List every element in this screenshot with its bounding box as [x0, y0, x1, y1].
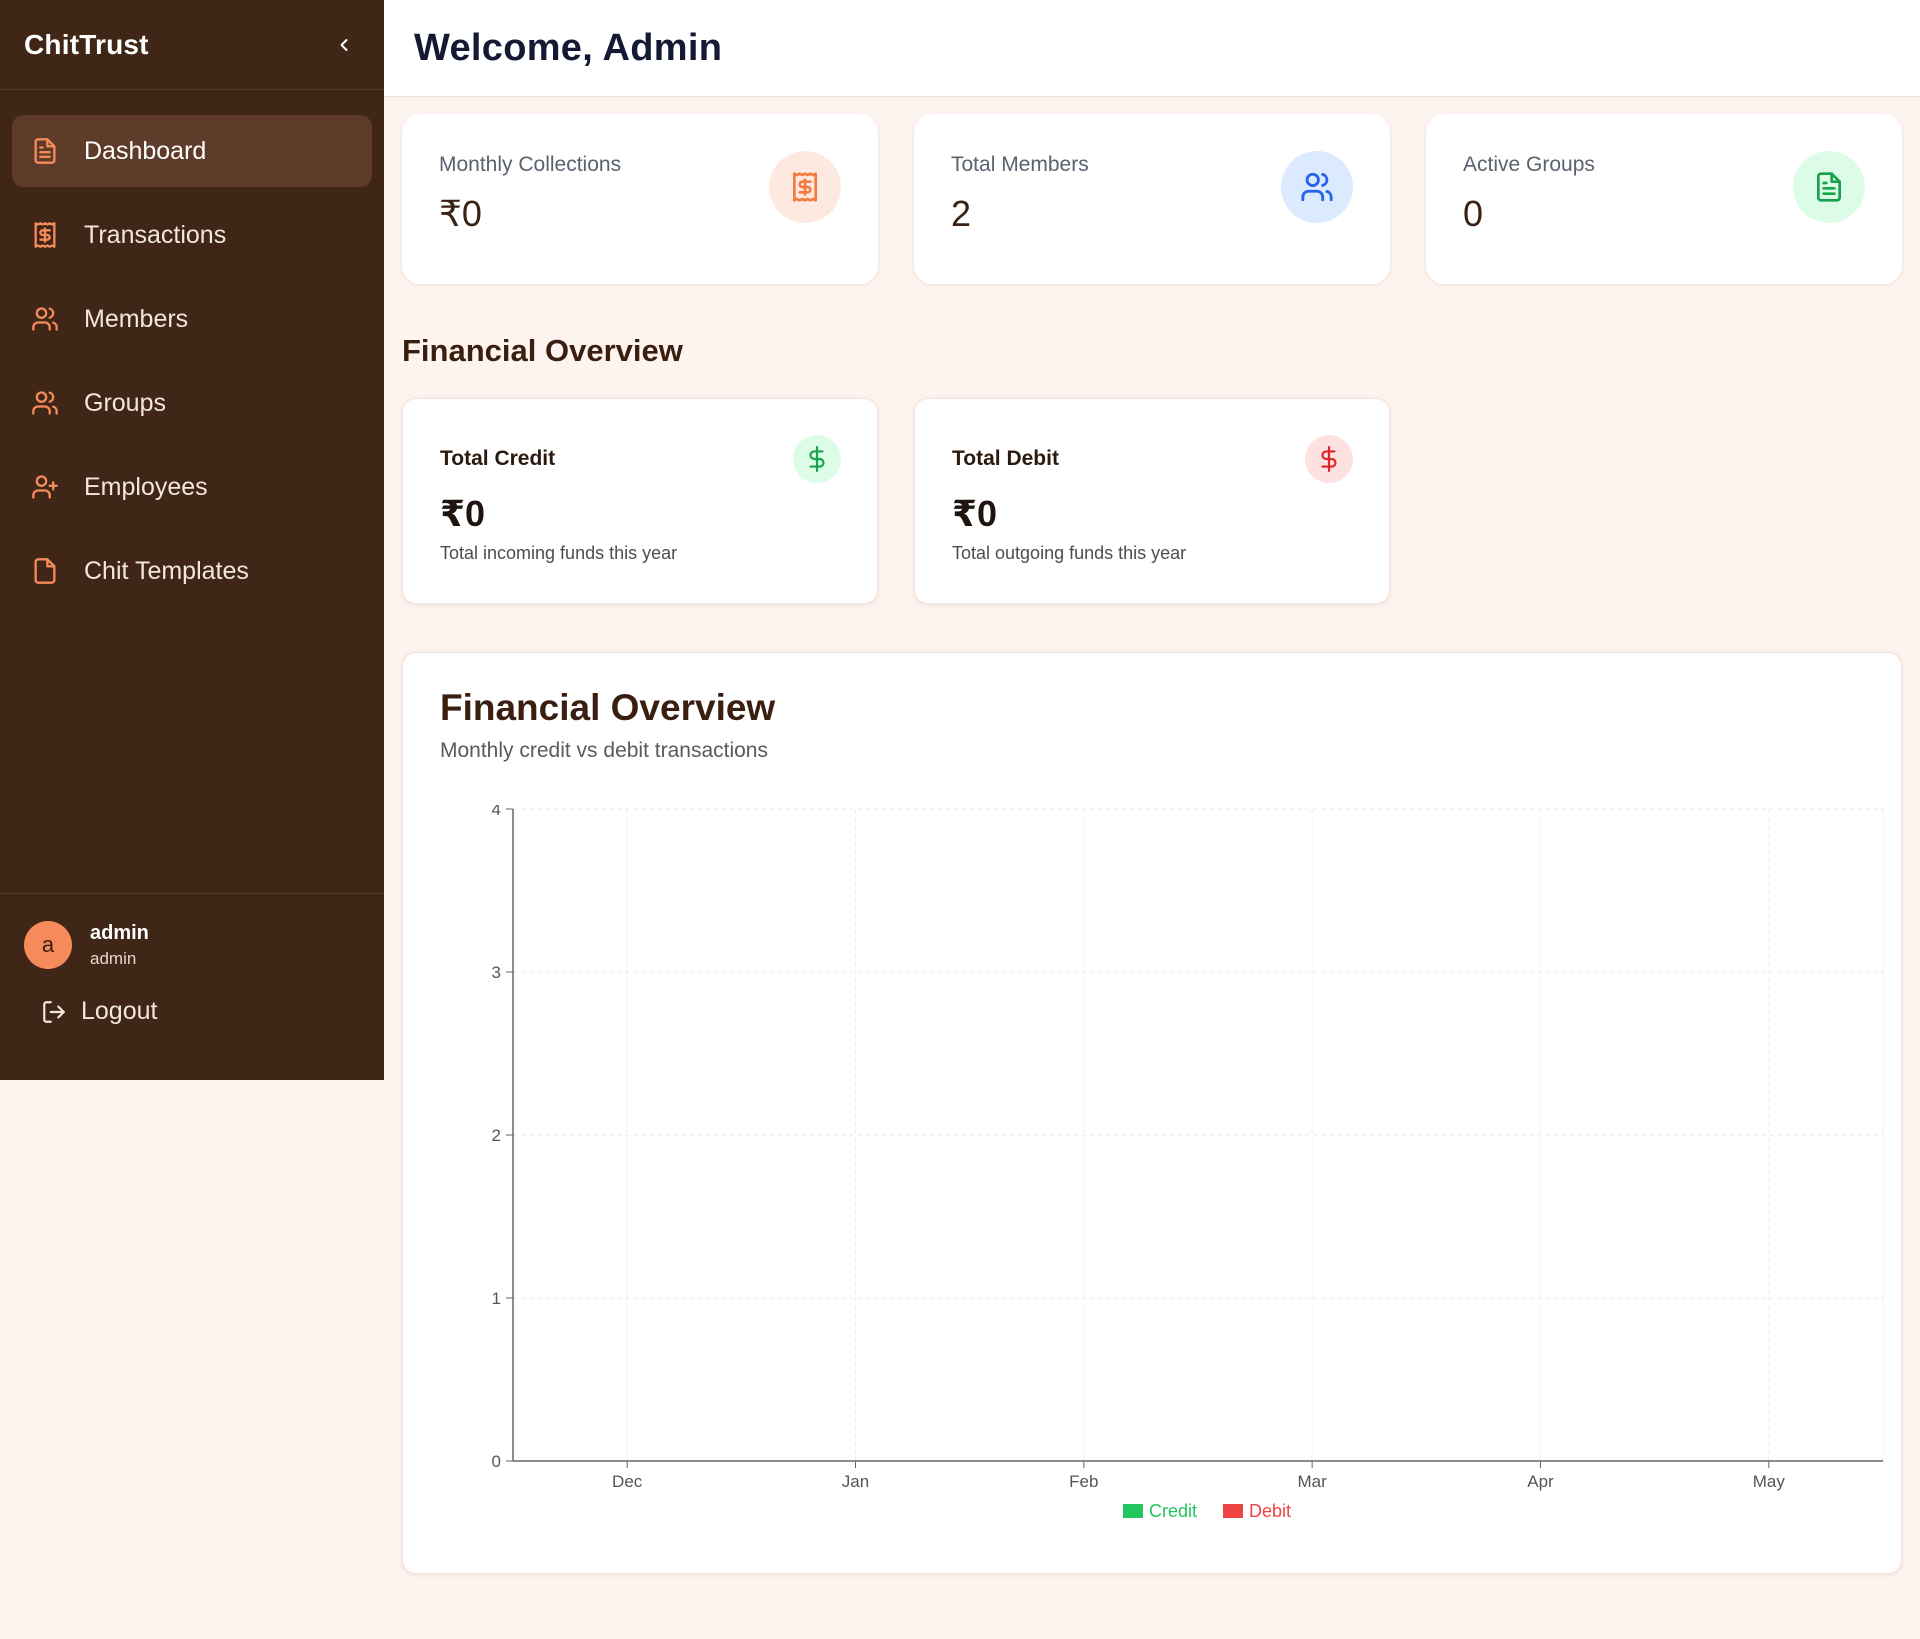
total-debit-card: Total Debit ₹0 Total outgoing funds this… — [914, 398, 1390, 604]
receipt-icon — [30, 220, 60, 250]
stat-icon-wrap — [1281, 151, 1353, 223]
brand-row: ChitTrust — [0, 0, 384, 90]
user-role: admin — [90, 948, 137, 968]
user-info: admin admin — [90, 922, 149, 969]
file-text-icon — [30, 136, 60, 166]
user-name: admin — [90, 921, 149, 944]
x-tick-label: Mar — [1298, 1472, 1328, 1491]
user-plus-icon — [30, 472, 60, 502]
logout-label: Logout — [81, 997, 158, 1025]
user-profile: a admin admin — [24, 921, 360, 969]
fin-card-subtitle: Total incoming funds this year — [440, 543, 678, 563]
stat-value: 0 — [1463, 193, 1484, 234]
fin-card-label: Total Credit — [440, 447, 556, 470]
y-tick-label: 1 — [492, 1289, 501, 1308]
stat-label: Active Groups — [1463, 153, 1595, 176]
receipt-icon — [793, 172, 817, 202]
sidebar-item-transactions[interactable]: Transactions — [12, 199, 372, 271]
fin-card-value: ₹0 — [440, 493, 486, 534]
dollar-icon — [809, 446, 825, 472]
stat-card-monthly-collections: Monthly Collections ₹0 — [402, 114, 878, 284]
stat-label: Monthly Collections — [439, 153, 622, 176]
stat-label: Total Members — [951, 153, 1089, 176]
stat-icon-wrap — [1793, 151, 1865, 223]
users-icon — [1301, 172, 1333, 202]
sidebar-footer: a admin admin Logout — [0, 893, 384, 1026]
sidebar-nav: Dashboard Transactions Members Groups Em… — [0, 90, 384, 607]
fin-card-label: Total Debit — [952, 447, 1059, 470]
legend-label-credit: Credit — [1149, 1501, 1197, 1521]
stat-value: 2 — [951, 193, 972, 234]
chevron-left-icon — [340, 38, 348, 51]
sidebar-item-label: Chit Templates — [84, 556, 249, 585]
sidebar-item-groups[interactable]: Groups — [12, 367, 372, 439]
sidebar-item-label: Transactions — [84, 220, 227, 249]
fin-card-value: ₹0 — [952, 493, 998, 534]
x-tick-label: Feb — [1069, 1472, 1098, 1491]
legend-swatch-debit — [1223, 1504, 1243, 1518]
page-title: Welcome, Admin — [414, 26, 723, 69]
stat-value: ₹0 — [439, 193, 482, 234]
page-header: Welcome, Admin — [384, 0, 1920, 97]
sidebar-item-dashboard[interactable]: Dashboard — [12, 115, 372, 187]
chart-subtitle: Monthly credit vs debit transactions — [440, 739, 768, 762]
dollar-icon — [1321, 446, 1337, 472]
sidebar-item-label: Members — [84, 304, 189, 333]
stat-card-active-groups: Active Groups 0 — [1426, 114, 1902, 284]
users-icon — [30, 304, 60, 334]
chart-title: Financial Overview — [440, 687, 776, 728]
sidebar-item-chit-templates[interactable]: Chit Templates — [12, 535, 372, 607]
x-tick-label: Dec — [612, 1472, 643, 1491]
legend-swatch-credit — [1123, 1504, 1143, 1518]
financial-overview-chart: 0 1 2 3 4 Dec Jan Feb Mar Apr May Credit Debit — [492, 805, 1884, 1521]
x-tick-label: Apr — [1527, 1472, 1554, 1491]
logout-icon — [41, 998, 69, 1026]
avatar: a — [24, 921, 72, 969]
brand-logo: ChitTrust — [24, 28, 149, 60]
fin-icon-wrap — [1305, 435, 1353, 483]
fin-icon-wrap — [793, 435, 841, 483]
x-tick-label: Jan — [842, 1472, 869, 1491]
stat-icon-wrap — [769, 151, 841, 223]
financial-overview-chart-panel: Financial Overview Monthly credit vs deb… — [402, 652, 1902, 1574]
legend-label-debit: Debit — [1249, 1501, 1291, 1521]
stat-card-total-members: Total Members 2 — [914, 114, 1390, 284]
file-text-icon — [1817, 172, 1841, 202]
logout-button[interactable]: Logout — [41, 997, 360, 1026]
sidebar: ChitTrust Dashboard Transactions Members — [0, 0, 384, 1080]
y-tick-label: 4 — [492, 805, 501, 819]
sidebar-item-label: Employees — [84, 472, 208, 501]
collapse-sidebar-button[interactable] — [328, 29, 360, 61]
sidebar-item-label: Groups — [84, 388, 166, 417]
sidebar-item-label: Dashboard — [84, 136, 207, 165]
sidebar-item-employees[interactable]: Employees — [12, 451, 372, 523]
file-icon — [30, 556, 60, 586]
y-tick-label: 2 — [492, 1126, 501, 1145]
y-tick-label: 0 — [492, 1452, 501, 1471]
users-icon — [30, 388, 60, 418]
y-tick-label: 3 — [492, 963, 501, 982]
sidebar-item-members[interactable]: Members — [12, 283, 372, 355]
section-title-financial-overview: Financial Overview — [402, 333, 683, 368]
fin-card-subtitle: Total outgoing funds this year — [952, 543, 1187, 563]
x-tick-label: May — [1753, 1472, 1786, 1491]
total-credit-card: Total Credit ₹0 Total incoming funds thi… — [402, 398, 878, 604]
